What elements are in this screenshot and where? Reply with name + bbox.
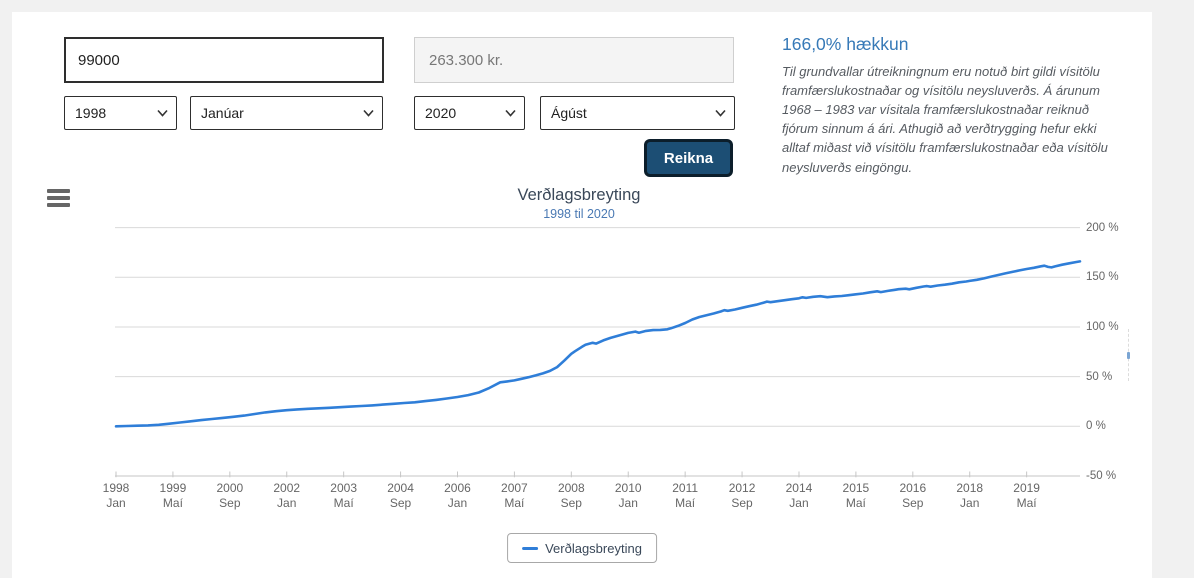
chart-subtitle: 1998 til 2020 — [543, 207, 615, 221]
y-tick-label: 150 % — [1086, 271, 1119, 284]
to-month-select-wrap: Ágúst — [540, 96, 735, 130]
to-year-select-wrap: 2020 — [414, 96, 525, 130]
legend-line-marker — [522, 546, 539, 550]
chart-context-menu-button[interactable] — [47, 189, 71, 209]
result-heading: 166,0% hækkun — [782, 34, 909, 54]
y-tick-label: 200 % — [1086, 221, 1119, 234]
x-tick-label: 2014 Jan — [785, 481, 813, 510]
x-tick-label: 2002 Jan — [273, 481, 301, 510]
to-month-select[interactable]: Ágúst — [540, 96, 735, 130]
x-tick-label: 1999 Maí — [159, 481, 187, 510]
x-tick-label: 2003 Maí — [330, 481, 358, 510]
x-tick-label: 1998 Jan — [102, 481, 130, 510]
legend-label: Verðlagsbreyting — [545, 540, 642, 556]
hamburger-icon — [47, 189, 70, 193]
x-tick-label: 2019 Maí — [1013, 481, 1040, 510]
y-tick-label: -50 % — [1086, 469, 1117, 482]
x-tick-label: 2015 Maí — [842, 481, 870, 510]
y-tick-label: 50 % — [1086, 370, 1113, 383]
x-tick-label: 2004 Sep — [387, 481, 414, 510]
result-field[interactable] — [414, 37, 734, 83]
disclaimer-text: Til grundvallar útreikningnum eru notuð … — [782, 64, 1108, 175]
x-tick-label: 2007 Maí — [501, 481, 528, 510]
x-tick-label: 2016 Sep — [899, 481, 927, 510]
clipped-axis-title-artifact — [1127, 329, 1130, 381]
to-year-select[interactable]: 2020 — [414, 96, 525, 130]
x-tick-label: 2012 Sep — [728, 481, 756, 510]
calculate-button[interactable]: Reikna — [645, 140, 732, 176]
x-tick-label: 2000 Sep — [216, 481, 244, 510]
x-tick-label: 2008 Sep — [557, 481, 585, 510]
x-tick-label: 2006 Jan — [444, 481, 471, 510]
from-month-select[interactable]: Janúar — [190, 96, 383, 130]
amount-input[interactable] — [64, 37, 384, 83]
from-year-select-wrap: 1998 — [64, 96, 177, 130]
legend-item[interactable]: Verðlagsbreyting — [507, 533, 657, 563]
x-tick-label: 2011 Maí — [672, 481, 699, 510]
chart-title: Verðlagsbreyting — [517, 186, 641, 204]
from-month-select-wrap: Janúar — [190, 96, 383, 130]
from-year-select[interactable]: 1998 — [64, 96, 177, 130]
y-tick-label: 0 % — [1086, 420, 1106, 433]
y-tick-label: 100 % — [1086, 320, 1119, 333]
x-tick-label: 2010 Jan — [614, 481, 642, 510]
x-tick-label: 2018 Jan — [956, 481, 984, 510]
